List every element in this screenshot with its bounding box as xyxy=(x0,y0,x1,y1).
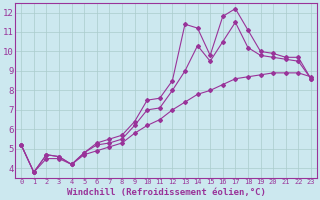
X-axis label: Windchill (Refroidissement éolien,°C): Windchill (Refroidissement éolien,°C) xyxy=(67,188,266,197)
